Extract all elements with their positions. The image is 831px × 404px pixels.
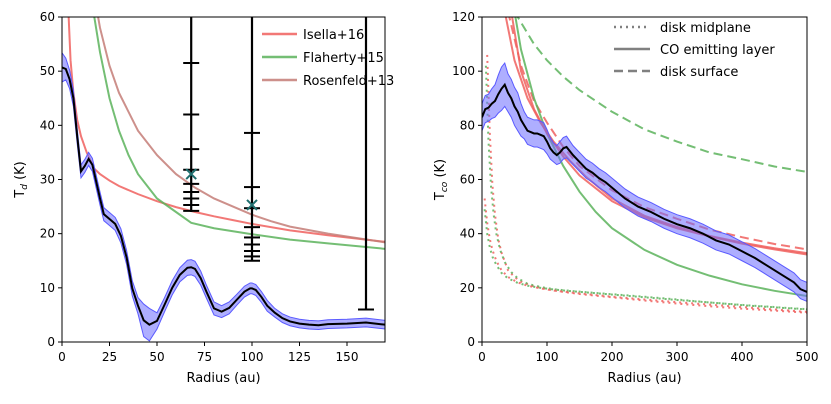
y-axis-label-main: T (13, 190, 28, 199)
y-tick-label: 60 (460, 173, 475, 187)
y-axis-label: Tco (K) (433, 159, 450, 201)
legend-label: CO emitting layer (660, 43, 775, 58)
y-tick-label: 0 (47, 335, 55, 349)
y-axis-label-unit: (K) (13, 161, 28, 184)
legend-item-0-1: Flaherty+15 (262, 51, 384, 66)
plot-area-0 (62, 17, 385, 342)
legend-label: disk midplane (660, 21, 751, 36)
legend-item-1-1: CO emitting layer (614, 43, 775, 58)
legend-item-0-0: Isella+16 (262, 28, 364, 43)
panel-temperature-co: 0 100 200 300 400 500 0 20 40 60 80 100 120 Radius (a… (433, 10, 818, 386)
legend-item-1-0: disk midplane (614, 21, 751, 36)
error-bar-0 (183, 17, 200, 212)
x-tick-label: 150 (336, 350, 359, 364)
uncertainty-band-0 (62, 51, 385, 342)
error-bar-2 (358, 17, 374, 311)
y-tick-label: 20 (460, 281, 475, 295)
y-tick-label: 20 (40, 227, 55, 241)
axes-frame-1 (481, 16, 808, 343)
legend-label: Flaherty+15 (303, 51, 384, 66)
uncertainty-band-1 (482, 61, 807, 302)
y-tick-label: 10 (40, 281, 55, 295)
x-tick-label: 100 (536, 350, 559, 364)
x-axis-label: Radius (au) (186, 371, 260, 386)
y-axis-label-sub: co (440, 181, 450, 192)
legend-label: Isella+16 (303, 28, 364, 43)
y-tick-label: 80 (460, 118, 475, 132)
x-tick-label: 0 (478, 350, 486, 364)
x-marker-1 (246, 199, 258, 211)
model-curve-1-7 (483, 198, 807, 313)
x-tick-label: 200 (601, 350, 624, 364)
model-curve-1-8 (483, 209, 807, 311)
error-bar-1 (244, 17, 260, 262)
legend-item-1-2: disk surface (614, 65, 738, 80)
model-curve-0-0 (67, 17, 385, 243)
y-tick-label: 40 (40, 118, 55, 132)
x-marker-stroke (246, 199, 258, 211)
fit-line-1 (482, 82, 807, 293)
x-tick-label: 500 (796, 350, 819, 364)
model-curve-1-5 (486, 54, 807, 314)
model-curve-0-2 (97, 17, 385, 244)
x-tick-label: 100 (241, 350, 264, 364)
x-marker-0 (185, 168, 197, 180)
x-tick-label: 25 (102, 350, 117, 364)
model-curve-1-6 (484, 65, 807, 311)
y-tick-label: 60 (40, 10, 55, 24)
model-curve-1-2 (514, 17, 807, 297)
y-tick-label: 120 (452, 10, 475, 24)
y-tick-label: 0 (467, 335, 475, 349)
y-tick-label: 40 (460, 227, 475, 241)
model-curve-0-1 (93, 17, 385, 250)
x-tick-label: 400 (731, 350, 754, 364)
x-tick-label: 50 (149, 350, 164, 364)
legend-label: disk surface (660, 65, 738, 80)
y-tick-label: 50 (40, 64, 55, 78)
y-axis-label-sub: d (20, 184, 30, 190)
legend-item-0-2: Rosenfeld+13 (262, 74, 394, 89)
y-axis-label-main: T (433, 192, 448, 201)
x-tick-label: 0 (58, 350, 66, 364)
panel-temperature-dust: 0 25 50 75 100 125 150 0 10 20 30 40 50 60 Radius (au)… (13, 10, 394, 386)
y-tick-label: 100 (452, 64, 475, 78)
x-tick-label: 125 (288, 350, 311, 364)
x-tick-label: 75 (197, 350, 212, 364)
legend-label: Rosenfeld+13 (303, 74, 394, 89)
model-curve-1-0 (516, 17, 807, 173)
y-tick-label: 30 (40, 173, 55, 187)
y-axis-label: Td (K) (13, 161, 30, 198)
fit-line-0 (62, 66, 385, 327)
x-tick-label: 300 (666, 350, 689, 364)
x-marker-stroke (185, 168, 197, 180)
plot-area-1 (482, 17, 807, 314)
y-axis-label-unit: (K) (433, 159, 448, 182)
x-axis-label: Radius (au) (607, 371, 681, 386)
